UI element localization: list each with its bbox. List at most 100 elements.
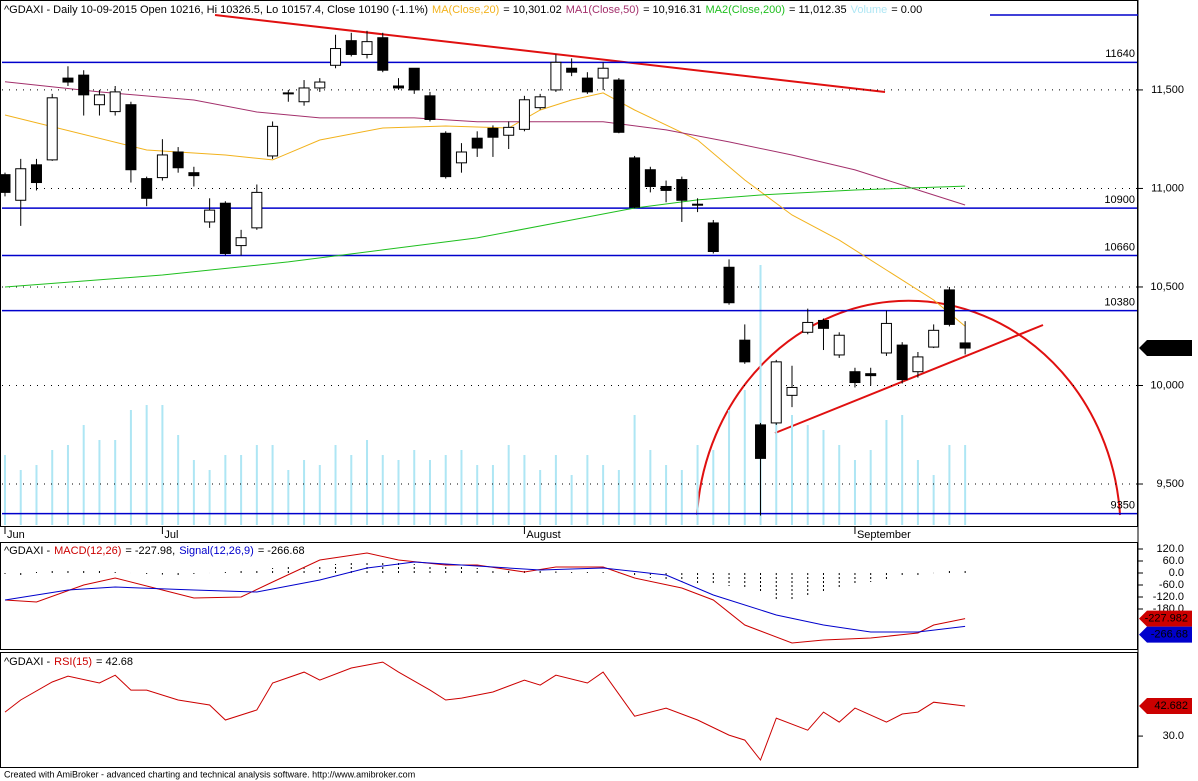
candle-body (487, 127, 499, 138)
volume-bar (98, 440, 101, 525)
candle-body (188, 172, 200, 177)
header-part: = -227.98, (125, 545, 175, 557)
candle-body (440, 132, 452, 178)
level-label: 11640 (1105, 48, 1135, 60)
volume-bar (539, 470, 542, 525)
volume-bar (129, 410, 132, 525)
y-tick-label: 11,000 (1151, 182, 1184, 194)
volume-bar (853, 460, 856, 525)
header-part: ^GDAXI - Daily 10-09-2015 Open 10216, Hi… (4, 4, 428, 16)
volume-bar (428, 460, 431, 525)
trendline (774, 324, 1044, 434)
volume-bar (4, 455, 6, 525)
x-tick-label: Jul (164, 529, 178, 541)
candle-body (707, 222, 719, 253)
volume-bar (696, 445, 699, 525)
volume-bar (932, 475, 935, 525)
last-value-box (1139, 340, 1192, 357)
candle-body (817, 319, 829, 329)
candle-body (471, 137, 483, 149)
candle-body (959, 342, 971, 349)
volume-bar (350, 455, 353, 525)
y-tick-label: 60.0 (1163, 555, 1184, 567)
candle-body (0, 174, 11, 193)
volume-bar (586, 455, 589, 525)
header-part: Volume (851, 4, 888, 16)
volume-bar (948, 445, 951, 525)
y-tick-label: 120.0 (1156, 543, 1184, 555)
arc-annotation (696, 299, 1121, 516)
y-tick-label: 10,000 (1150, 379, 1184, 391)
volume-bar (192, 460, 195, 525)
candle-body (30, 164, 42, 184)
series-line (4, 81, 966, 206)
footer: Created with AmiBroker - advanced charti… (4, 769, 415, 779)
volume-bar (66, 445, 69, 525)
volume-bar (759, 265, 762, 525)
candle-body (660, 185, 672, 191)
volume-bar (318, 465, 321, 525)
volume-bar (397, 460, 400, 525)
volume-bar (366, 440, 369, 525)
candle-body (676, 179, 688, 201)
header-part: = 0.00 (891, 4, 922, 16)
series-line (4, 561, 966, 633)
header-part: ^GDAXI - (4, 656, 50, 668)
candle-body (204, 209, 216, 223)
x-tick-label: August (526, 529, 560, 541)
volume-bar (224, 455, 227, 525)
volume-bar (916, 460, 919, 525)
header-part: = 10,301.02 (503, 4, 561, 16)
volume-bar (775, 365, 778, 525)
candle-body (770, 361, 782, 424)
candle-body (755, 424, 767, 459)
candle-body (125, 104, 137, 171)
candle-body (219, 202, 231, 254)
volume-bar (680, 470, 683, 525)
candle-body (802, 321, 814, 333)
volume-bar (208, 470, 211, 525)
y-tick-label: -120.0 (1153, 591, 1184, 603)
level-label: 10380 (1104, 297, 1135, 309)
candle-body (692, 203, 704, 206)
series-line (4, 552, 966, 644)
candle-body (896, 344, 908, 381)
volume-bar (145, 405, 148, 525)
series-line (4, 661, 966, 762)
candle-body (613, 79, 625, 133)
volume-bar (255, 445, 258, 525)
candle-body (644, 169, 656, 187)
volume-bar (885, 420, 888, 525)
candle-body (849, 371, 861, 384)
volume-bar (602, 465, 605, 525)
volume-bar (19, 470, 22, 525)
candle-body (46, 97, 58, 161)
trendline (214, 14, 886, 93)
candle-body (566, 67, 578, 73)
volume-bar (51, 450, 54, 525)
candle-body (597, 67, 609, 79)
header-part: RSI(15) (54, 656, 92, 668)
candle-body (267, 125, 279, 157)
last-value-label: -227.982 (1145, 613, 1188, 625)
y-tick-label: 10,500 (1150, 281, 1184, 293)
panel-header: ^GDAXI - RSI(15) = 42.68 (4, 656, 133, 668)
volume-bar (303, 460, 306, 525)
candle-body (912, 356, 924, 373)
candle-body (503, 126, 515, 136)
candle-body (833, 334, 845, 356)
candle-body (534, 96, 546, 109)
level-label: 10900 (1104, 194, 1135, 206)
last-value-box (1139, 698, 1192, 715)
candle-body (330, 48, 342, 66)
volume-bar (869, 450, 872, 525)
last-value-box (1139, 626, 1192, 643)
y-tick-label: 30.0 (1163, 730, 1184, 742)
header-part: ^GDAXI - (4, 545, 50, 557)
volume-bar (806, 425, 809, 525)
volume-bar (743, 390, 746, 525)
volume-bar (649, 450, 652, 525)
volume-bar (838, 445, 841, 525)
volume-bar (460, 450, 463, 525)
